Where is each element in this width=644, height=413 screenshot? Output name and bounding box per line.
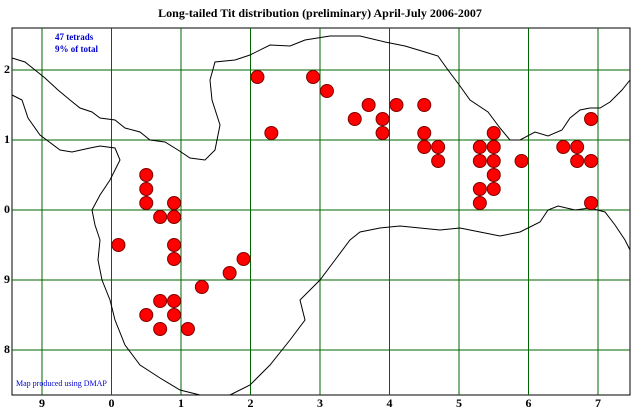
y-label: 0 [4,202,10,216]
tetrad-dot [417,140,432,154]
x-label: 4 [387,396,393,410]
tetrad-dot [319,84,334,98]
tetrad-dot [417,98,432,112]
y-label: 2 [4,62,10,76]
x-label: 0 [109,396,115,410]
credit: Map produced using DMAP [16,379,107,388]
tetrad-dot [167,252,182,266]
tetrad-dot [472,140,487,154]
tetrad-dot [486,182,501,196]
tetrad-dot [153,210,168,224]
tetrad-dot [431,154,446,168]
tetrad-dot [486,154,501,168]
tetrad-dot [139,182,154,196]
x-label: 6 [526,396,532,410]
tetrad-dot [111,238,126,252]
tetrad-dot [472,154,487,168]
tetrad-dot [431,140,446,154]
tetrad-dot [584,196,599,210]
tetrad-dot [584,112,599,126]
tetrad-dot [194,280,209,294]
tetrad-dot [347,112,362,126]
tetrad-dot [250,70,265,84]
y-label: 8 [4,342,10,356]
tetrad-dot [139,168,154,182]
y-label: 1 [4,132,10,146]
tetrad-dot [264,126,279,140]
tetrad-dot [167,294,182,308]
tetrad-dot [375,112,390,126]
map-title: Long-tailed Tit distribution (preliminar… [158,6,482,20]
tetrad-dot [389,98,404,112]
tetrad-dot [417,126,432,140]
tetrad-dot [556,140,571,154]
tetrad-dot [167,308,182,322]
tetrad-dot [306,70,321,84]
tetrad-dot [486,126,501,140]
tetrad-dot [472,196,487,210]
tetrad-dot [167,210,182,224]
tetrad-dot [375,126,390,140]
x-label: 9 [39,396,45,410]
tetrad-dot [167,238,182,252]
tetrad-dot [236,252,251,266]
summary-count: 47 tetrads [55,32,94,42]
y-label: 9 [4,272,10,286]
tetrad-dot [139,196,154,210]
tetrad-dot [361,98,376,112]
map-frame [11,27,631,396]
x-label: 3 [317,396,323,410]
tetrad-dot [584,154,599,168]
x-label: 5 [456,396,462,410]
tetrad-dot [139,308,154,322]
boundary [11,35,631,396]
summary-percent: 9% of total [55,44,98,54]
x-label: 1 [178,396,184,410]
tetrad-dot [222,266,237,280]
tetrad-dot [570,140,585,154]
tetrad-dot [514,154,529,168]
x-label: 2 [248,396,254,410]
tetrad-dot [486,140,501,154]
tetrad-dot [167,196,182,210]
tetrad-dot [570,154,585,168]
tetrad-dot [153,322,168,336]
tetrad-dot [180,322,195,336]
tetrad-dot [472,182,487,196]
x-label: 7 [595,396,601,410]
tetrad-dot [486,168,501,182]
tetrad-dot [153,294,168,308]
